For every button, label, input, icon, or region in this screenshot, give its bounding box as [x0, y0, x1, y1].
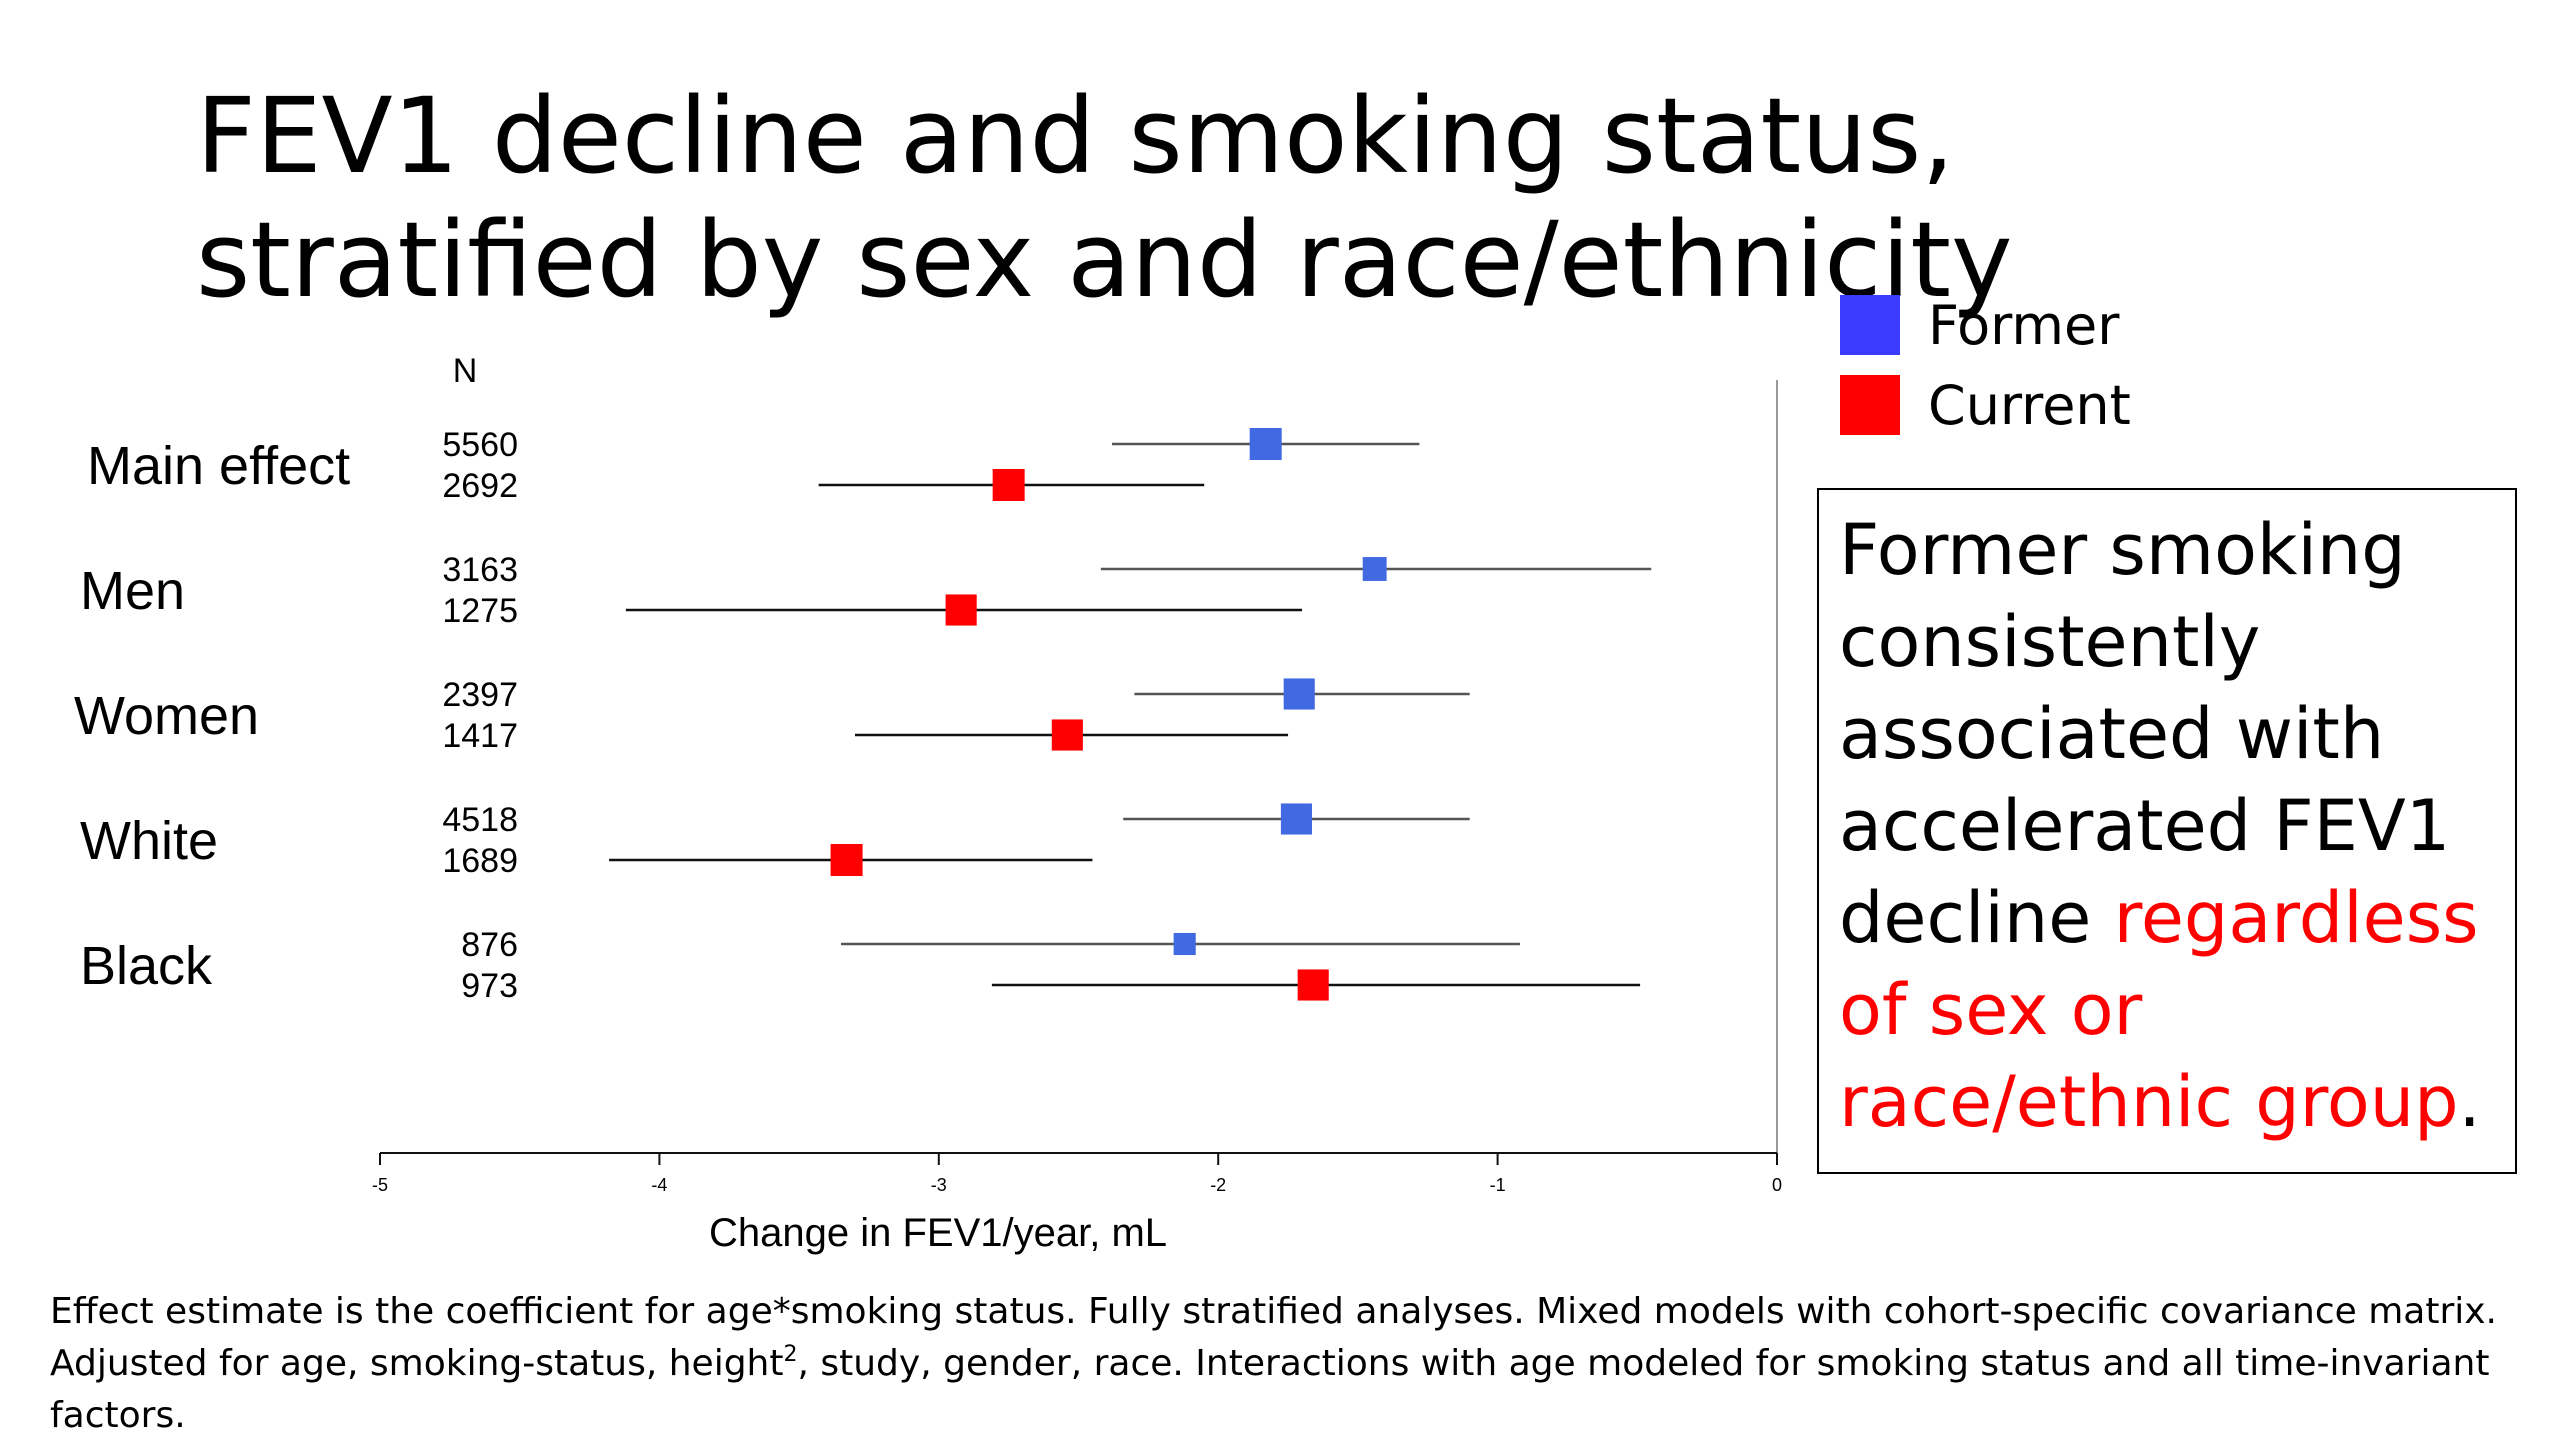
point-estimate-current — [1051, 719, 1083, 751]
n-value: 973 — [461, 967, 518, 1005]
page-title: FEV1 decline and smoking status, stratif… — [196, 75, 2013, 321]
n-value: 876 — [461, 926, 518, 964]
n-column-header: N — [453, 352, 478, 390]
group-label: White — [80, 811, 218, 871]
n-value: 2692 — [442, 467, 518, 505]
legend-label-current: Current — [1928, 373, 2131, 437]
callout-text: Former smoking consistently associated w… — [1839, 504, 2515, 1148]
footnote: Effect estimate is the coefficient for a… — [50, 1286, 2530, 1442]
callout-highlight-text: regardless of sex or race/ethnic group — [1839, 877, 2479, 1143]
x-tick-label: -2 — [1210, 1175, 1226, 1195]
n-value: 2397 — [442, 676, 518, 714]
callout-end-text: . — [2458, 1061, 2481, 1143]
legend-label-former: Former — [1928, 293, 2120, 357]
footnote-line-2-end: , study, gender, race. Interactions with… — [50, 1343, 2490, 1436]
group-label: Main effect — [87, 436, 350, 496]
legend-item-former: Former — [1840, 285, 2131, 365]
x-tick-label: -1 — [1490, 1175, 1506, 1195]
n-value: 4518 — [442, 801, 518, 839]
footnote-line-1: Effect estimate is the coefficient for a… — [50, 1291, 2497, 1332]
n-value: 1689 — [442, 842, 518, 880]
x-tick-label: -4 — [651, 1175, 667, 1195]
point-estimate-current — [1297, 969, 1329, 1001]
footnote-line-2-start: Adjusted for age, smoking-status, height — [50, 1343, 784, 1384]
n-value: 3163 — [442, 551, 518, 589]
x-tick-label: -3 — [931, 1175, 947, 1195]
n-value: 1417 — [442, 717, 518, 755]
point-estimate-former — [1280, 803, 1312, 835]
legend-item-current: Current — [1840, 365, 2131, 445]
x-axis: -5 -4 -3 -2 -1 0 — [372, 1152, 1782, 1195]
footnote-line-2: Adjusted for age, smoking-status, height… — [50, 1338, 2530, 1442]
point-estimate-former — [1362, 557, 1387, 581]
former-swatch-icon — [1840, 295, 1900, 355]
x-tick-label: 0 — [1772, 1175, 1782, 1195]
n-value: 5560 — [442, 426, 518, 464]
point-estimate-former — [1173, 932, 1196, 956]
group-label: Women — [74, 686, 259, 746]
point-estimate-current — [945, 594, 977, 626]
n-value: 1275 — [442, 592, 518, 630]
current-swatch-icon — [1840, 375, 1900, 435]
conclusion-callout: Former smoking consistently associated w… — [1817, 488, 2517, 1174]
callout-main-text: Former smoking consistently associated w… — [1839, 509, 2451, 959]
group-label: Black — [80, 936, 213, 996]
group-label: Men — [80, 561, 185, 621]
x-axis-label: Change in FEV1/year, mL — [709, 1211, 1167, 1255]
x-tick-label: -5 — [372, 1175, 388, 1195]
legend: Former Current — [1840, 285, 2131, 445]
point-estimate-current — [830, 844, 863, 876]
point-estimate-former — [1283, 678, 1315, 710]
point-estimate-current — [992, 469, 1025, 501]
point-estimate-former — [1249, 428, 1282, 460]
footnote-superscript: 2 — [783, 1342, 798, 1367]
